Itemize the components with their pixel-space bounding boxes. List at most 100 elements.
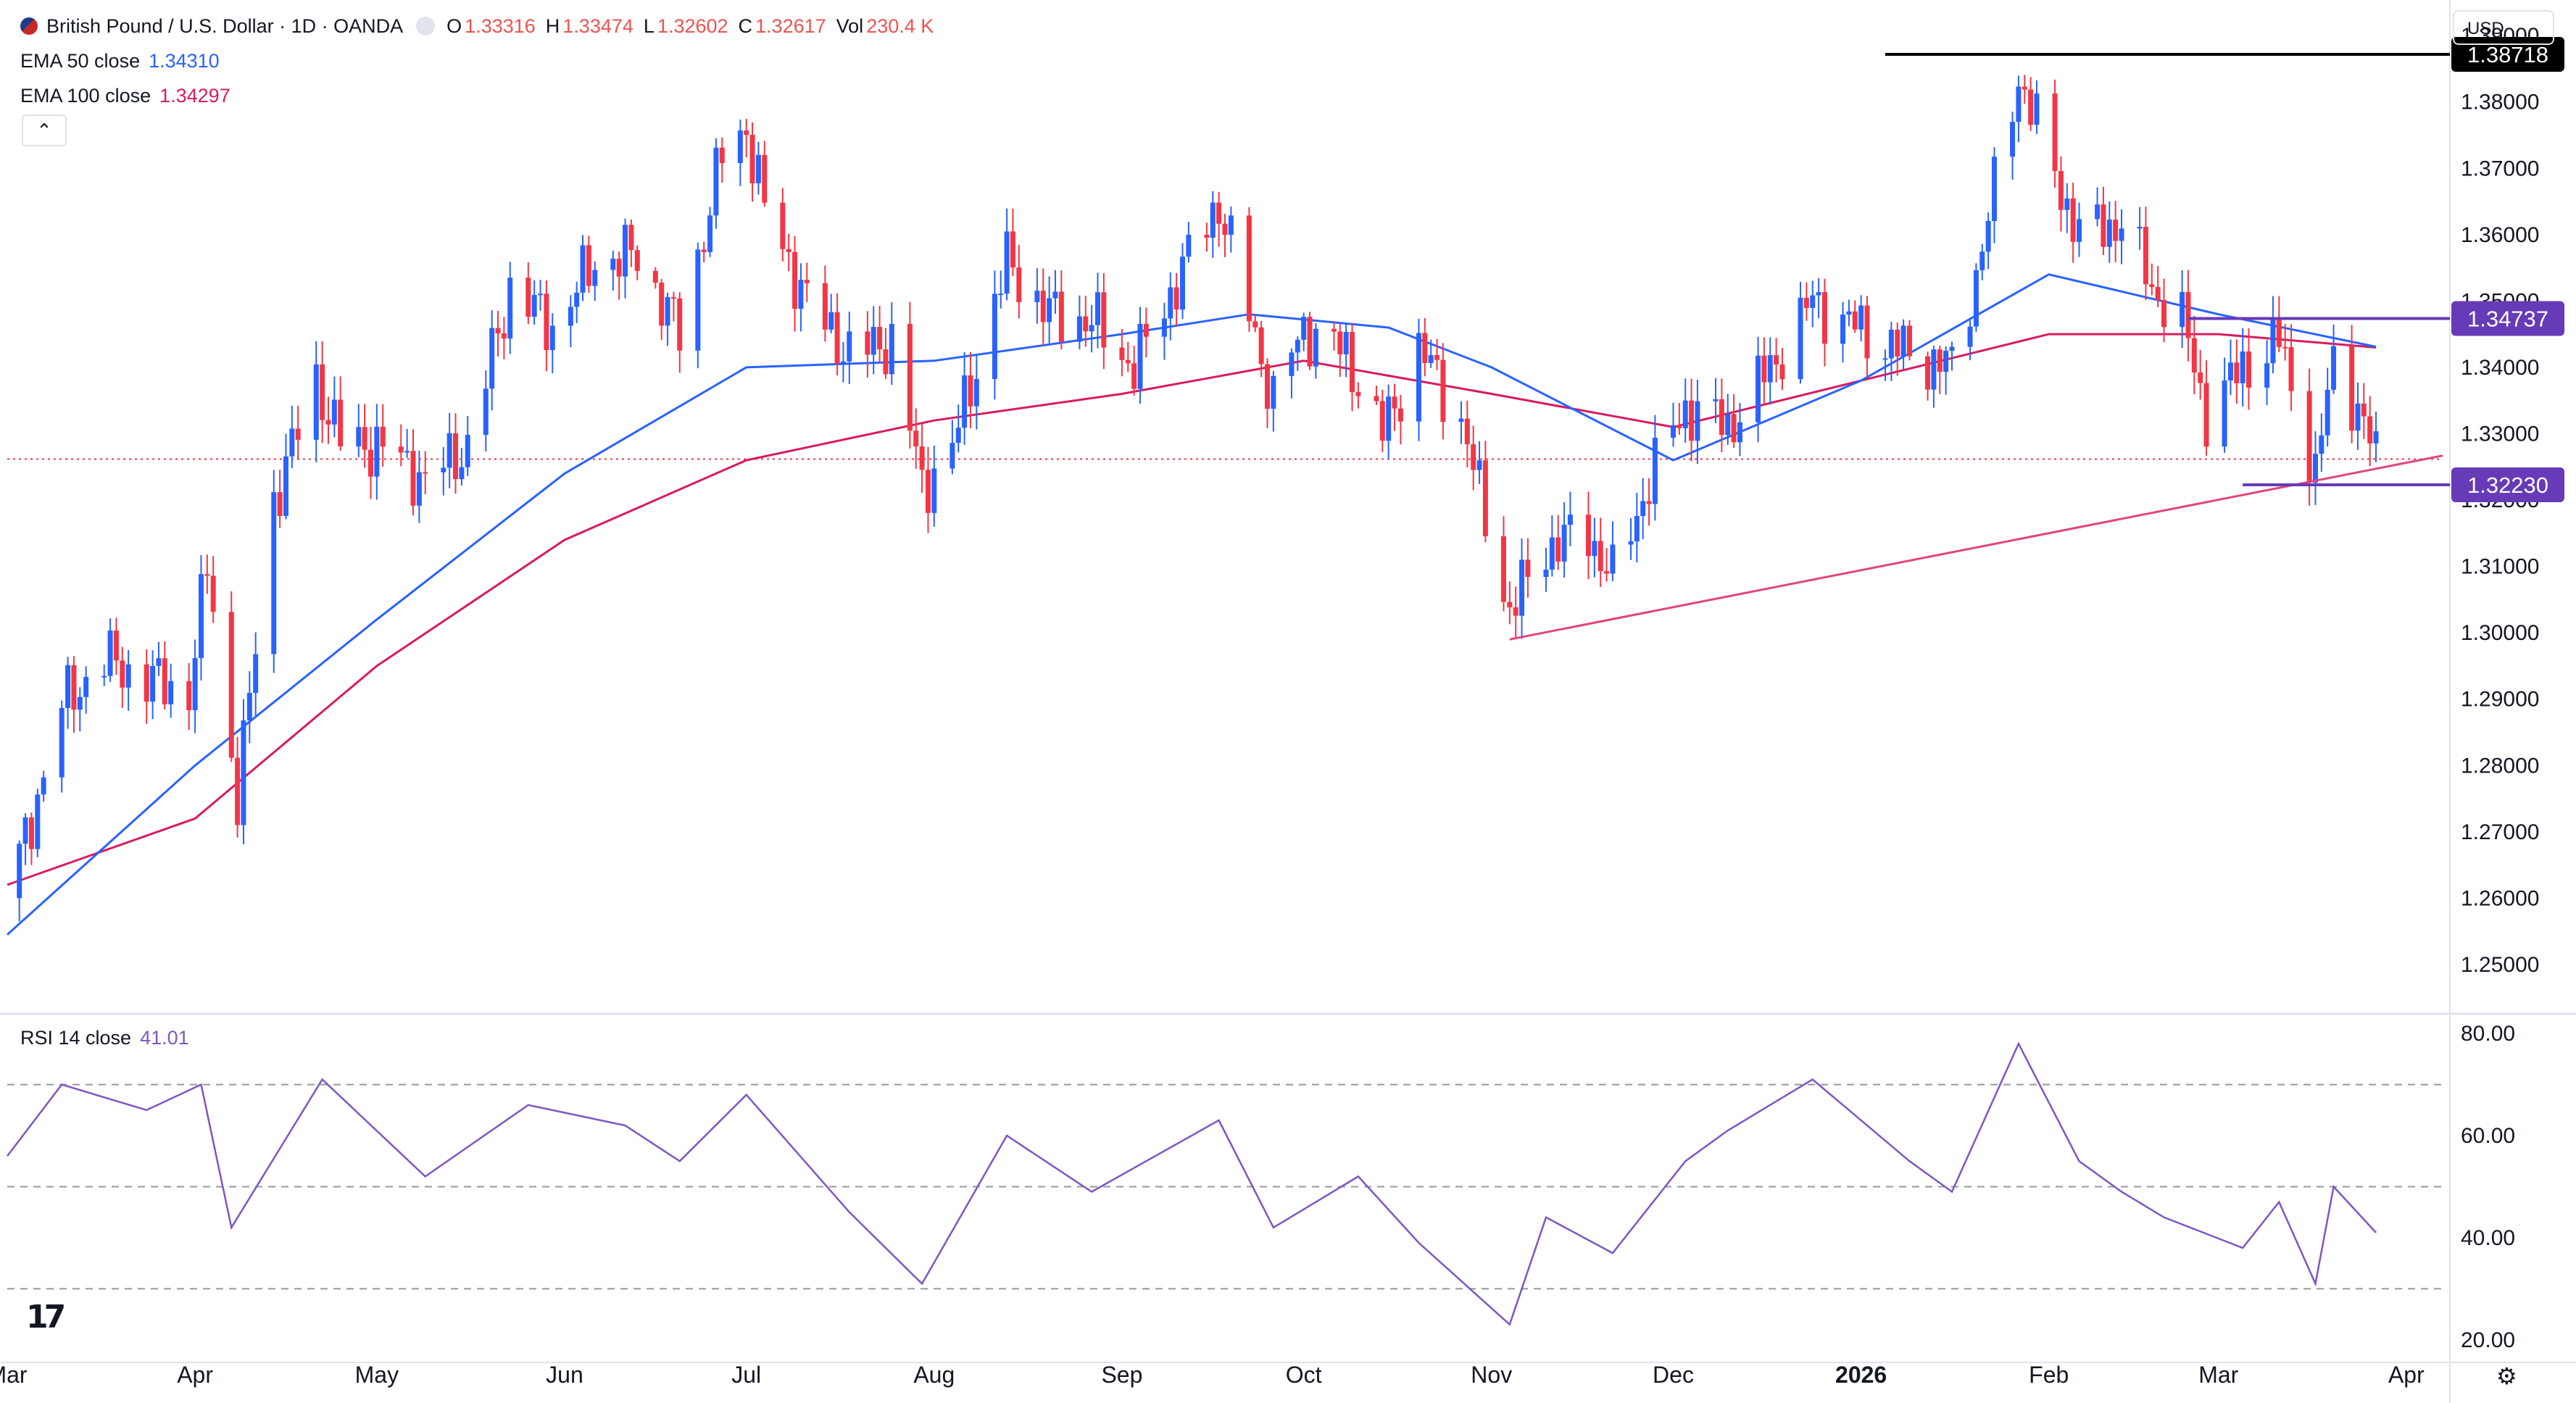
- ema50-label[interactable]: EMA 50 close: [20, 50, 141, 72]
- ohlc-label: Vol: [836, 15, 864, 37]
- candle-body: [865, 331, 871, 355]
- candle-body: [495, 328, 501, 334]
- candle-body: [2367, 416, 2373, 444]
- candle-body: [2312, 454, 2318, 483]
- ema100-label[interactable]: EMA 100 close: [20, 85, 151, 107]
- candle-body: [1482, 460, 1488, 536]
- candle-body: [1355, 392, 1361, 396]
- candle-body: [2361, 403, 2367, 417]
- candle-body: [1864, 305, 1870, 359]
- candle-body: [277, 492, 283, 516]
- price-tick-label: 1.29000: [2461, 688, 2539, 712]
- candle-body: [17, 844, 22, 899]
- candle-body: [410, 451, 416, 506]
- candle-body: [749, 135, 755, 183]
- time-axis-label: May: [355, 1362, 399, 1388]
- candle-body: [113, 630, 119, 661]
- time-axis-label: Mar: [2198, 1362, 2238, 1388]
- candle-body: [380, 426, 386, 447]
- candle-body: [973, 378, 979, 407]
- candle-body: [1725, 414, 1731, 436]
- candle-body: [1555, 537, 1561, 562]
- time-axis-label: Nov: [1471, 1362, 1512, 1388]
- candle-body: [531, 294, 537, 317]
- candle-body: [41, 777, 46, 795]
- candle-body: [83, 677, 89, 697]
- time-axis-label: Aug: [913, 1362, 955, 1388]
- candle-body: [1925, 356, 1931, 390]
- candle-body: [549, 325, 555, 351]
- collapse-legend-button[interactable]: ⌃: [22, 115, 67, 146]
- candle-body: [1652, 438, 1658, 504]
- tradingview-logo-icon[interactable]: 17: [26, 1299, 66, 1336]
- candle-body: [453, 433, 459, 480]
- candle-body: [1161, 318, 1167, 337]
- candle-body: [1507, 601, 1513, 608]
- candle-body: [713, 147, 719, 216]
- candle-body: [65, 665, 71, 708]
- candle-body: [1040, 291, 1046, 322]
- candle-body: [1337, 331, 1343, 354]
- candle-body: [441, 467, 446, 472]
- ema50-line: [6, 273, 2377, 936]
- gear-icon[interactable]: ⚙: [2496, 1363, 2517, 1389]
- time-axis-label: Apr: [2388, 1362, 2425, 1388]
- candle-body: [416, 472, 422, 506]
- candle-body: [1756, 355, 1761, 422]
- ema50-legend: EMA 50 close 1.34310: [20, 43, 220, 78]
- candle-body: [1125, 359, 1131, 364]
- candle-body: [1767, 355, 1773, 383]
- candle-body: [1810, 295, 1816, 308]
- candle-body: [822, 283, 828, 330]
- candle-body: [1634, 516, 1640, 542]
- candle-body: [1713, 399, 1719, 401]
- time-axis-label: Dec: [1653, 1362, 1694, 1388]
- candle-body: [1610, 544, 1616, 574]
- price-level-label: 1.38718: [2467, 42, 2548, 67]
- candle-body: [1931, 349, 1937, 390]
- candle-body: [210, 575, 216, 612]
- candle-body: [483, 388, 489, 436]
- price-level-label: 1.32230: [2467, 472, 2548, 498]
- candle-body: [1458, 418, 1464, 422]
- candle-body: [1803, 297, 1809, 308]
- candle-body: [1094, 292, 1100, 325]
- candle-body: [2222, 380, 2227, 447]
- candle-body: [798, 280, 804, 309]
- candle-body: [2306, 391, 2312, 483]
- candle-body: [1888, 329, 1894, 359]
- candle-body: [1265, 364, 1271, 409]
- candle-body: [544, 293, 549, 351]
- candle-body: [2113, 220, 2119, 241]
- candle-body: [507, 278, 513, 339]
- market-status-icon[interactable]: [416, 17, 436, 36]
- rsi-tick-label: 20.00: [2461, 1328, 2515, 1352]
- ohlc-label: C: [738, 15, 753, 37]
- candle-body: [1010, 231, 1015, 268]
- candle-body: [2101, 204, 2106, 247]
- currency-select[interactable]: USD: [2453, 10, 2554, 45]
- ema50-value: 1.34310: [149, 50, 220, 72]
- candle-body: [913, 430, 919, 447]
- candle-body: [241, 720, 246, 825]
- candle-body: [325, 420, 331, 425]
- candle-body: [2270, 319, 2276, 364]
- candle-body: [1034, 291, 1040, 302]
- candle-body: [925, 470, 931, 513]
- time-axis-label: Mar: [0, 1362, 28, 1388]
- candle-body: [338, 399, 344, 446]
- candle-body: [1640, 501, 1646, 517]
- symbol-title[interactable]: British Pound / U.S. Dollar · 1D · OANDA: [46, 15, 404, 37]
- candle-body: [2373, 431, 2379, 444]
- candle-body: [2355, 403, 2361, 431]
- rsi-label[interactable]: RSI 14 close: [20, 1027, 132, 1049]
- price-tick-label: 1.27000: [2461, 820, 2539, 844]
- candle-body: [320, 364, 325, 420]
- candle-body: [77, 696, 83, 710]
- ohlc-value: 1.32602: [657, 15, 728, 37]
- candle-body: [1058, 291, 1064, 342]
- candle-body: [574, 292, 580, 307]
- candle-body: [762, 154, 768, 203]
- price-tick-label: 1.34000: [2461, 356, 2539, 380]
